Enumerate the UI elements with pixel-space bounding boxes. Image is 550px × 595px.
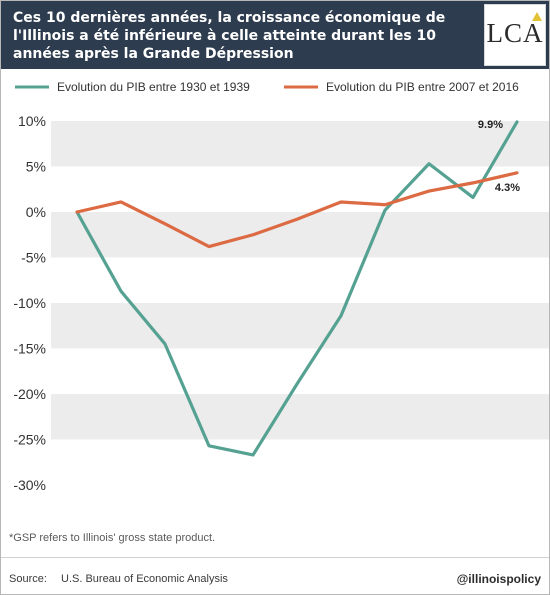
source-label: Source: (9, 573, 47, 585)
y-axis: 10% 5% 0% -5% -10% -15% -20% -25% -30% (13, 113, 46, 493)
logo-accent-icon (532, 12, 542, 21)
series-line-2007-2016 (75, 171, 519, 249)
social-handle: @illinoispolicy (456, 572, 541, 586)
legend-label: Evolution du PIB entre 2007 et 2016 (326, 80, 519, 94)
chart-title: Ces 10 dernières années, la croissance é… (13, 10, 446, 62)
end-label-1930-1939: 9.9% (478, 119, 503, 131)
legend: Evolution du PIB entre 1930 et 1939 Evolu… (15, 80, 519, 94)
y-tick-label: 0% (26, 204, 46, 220)
y-tick-label: -15% (13, 341, 46, 357)
y-tick-label: -10% (13, 295, 46, 311)
y-tick-label: -30% (13, 477, 46, 493)
grid-band (51, 394, 549, 440)
data-labels: 9.9% 4.3% (478, 119, 520, 194)
header-banner: Ces 10 dernières années, la croissance é… (1, 1, 549, 69)
y-tick-label: -5% (21, 250, 46, 266)
series-line-1930-1939 (75, 120, 519, 457)
source-value: U.S. Bureau of Economic Analysis (61, 573, 228, 585)
line-chart: Evolution du PIB entre 1930 et 1939 Evolu… (13, 80, 549, 493)
y-tick-label: -20% (13, 386, 46, 402)
lca-logo: LCA (484, 4, 546, 66)
grid-bands (51, 121, 549, 440)
legend-label: Evolution du PIB entre 1930 et 1939 (57, 80, 250, 94)
y-tick-label: -25% (13, 432, 46, 448)
end-label-2007-2016: 4.3% (495, 182, 520, 194)
y-tick-label: 10% (18, 113, 46, 129)
series-lines (75, 120, 519, 457)
footer-divider (1, 557, 549, 558)
footnote: *GSP refers to Illinois' gross state pro… (9, 532, 216, 544)
logo-text: LCA (486, 18, 544, 48)
grid-band (51, 121, 549, 167)
y-tick-label: 5% (26, 159, 46, 175)
grid-band (51, 303, 549, 349)
